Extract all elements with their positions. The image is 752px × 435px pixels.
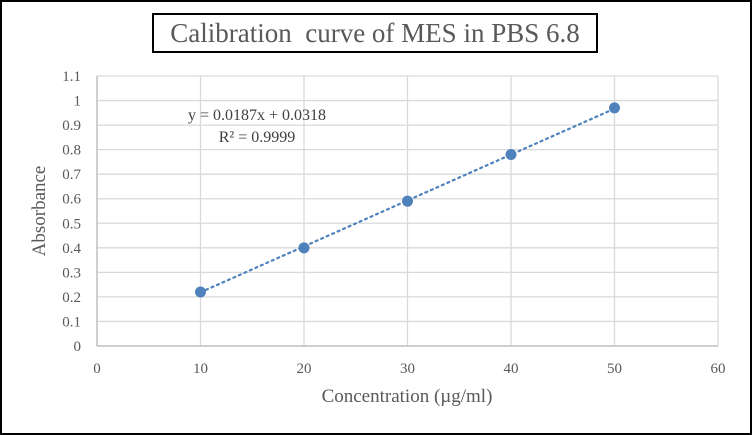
x-tick-label: 10 <box>193 361 208 377</box>
x-tick-label: 30 <box>400 361 415 377</box>
x-gridlines <box>199 76 719 346</box>
x-tick-label: 20 <box>297 361 312 377</box>
y-tick-label: 0.9 <box>62 118 81 134</box>
x-tick-label: 40 <box>504 361 519 377</box>
x-tick-label: 50 <box>607 361 622 377</box>
trendline-group <box>199 107 616 294</box>
y-tick-label: 0.1 <box>62 314 81 330</box>
data-point <box>195 286 206 298</box>
x-tick-label: 60 <box>711 361 726 377</box>
data-point <box>609 102 620 114</box>
y-tick-label: 0.4 <box>62 241 81 257</box>
y-tick-label: 1.1 <box>62 69 81 85</box>
y-tick-label: 0.6 <box>62 192 81 208</box>
y-tick-label: 0.7 <box>62 167 81 183</box>
x-axis-label: Concentration (µg/ml) <box>322 386 493 407</box>
y-tick-labels: 0 0.1 0.2 0.3 0.4 0.5 0.6 0.7 0.8 0.9 1 1.1 <box>62 69 81 355</box>
data-point <box>402 195 413 207</box>
trendline-r2: R² = 0.9999 <box>219 129 296 146</box>
y-tick-label: 0.3 <box>62 265 81 281</box>
x-tick-label: 0 <box>93 361 101 377</box>
y-axis-label: Absorbance <box>29 166 50 257</box>
data-point <box>298 242 310 254</box>
y-tick-label: 1 <box>74 94 82 110</box>
x-tick-labels: 0 10 20 30 40 50 60 <box>93 361 725 377</box>
trendline-equation: y = 0.0187x + 0.0318 <box>188 107 326 124</box>
y-tick-label: 0.8 <box>62 143 81 159</box>
data-points <box>195 102 620 298</box>
data-point <box>505 149 517 161</box>
trendline <box>199 107 616 294</box>
y-tick-label: 0.2 <box>62 290 81 306</box>
y-tick-label: 0 <box>74 339 82 355</box>
chart-title: Calibration curve of MES in PBS 6.8 <box>152 13 598 53</box>
axes <box>96 76 718 347</box>
y-tick-label: 0.5 <box>62 216 81 232</box>
